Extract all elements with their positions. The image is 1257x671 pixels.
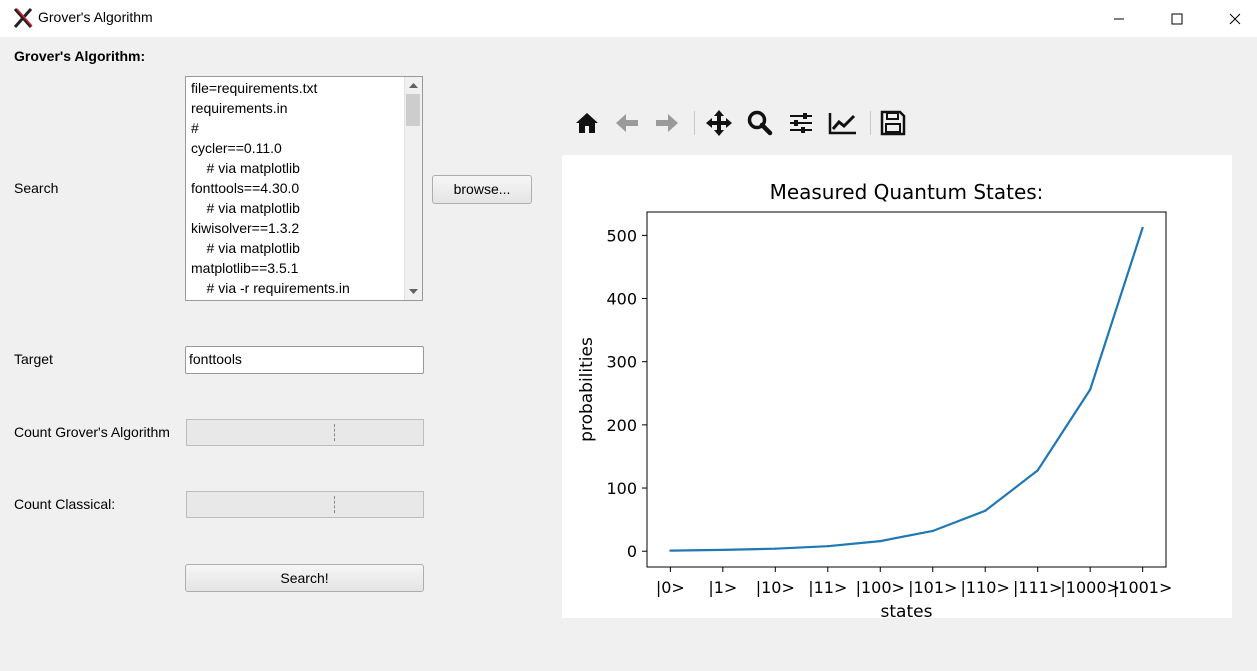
data-point: [826, 545, 829, 548]
scroll-up-button[interactable]: [405, 77, 422, 94]
maximize-button[interactable]: [1148, 0, 1206, 37]
list-item[interactable]: # via -r requirements.in: [191, 280, 350, 296]
count-classical-bar: [186, 491, 424, 518]
chevron-down-icon: [409, 288, 418, 294]
vertical-scrollbar[interactable]: [404, 77, 422, 300]
scroll-down-button[interactable]: [405, 283, 422, 300]
data-point: [1141, 226, 1144, 229]
back-button[interactable]: [610, 105, 644, 141]
x-tick-label: |111>: [1013, 578, 1062, 597]
y-axis-label: probabilities: [577, 337, 597, 442]
x-tick-label: |100>: [856, 578, 905, 597]
configure-subplots-button[interactable]: [784, 105, 818, 141]
data-point: [774, 547, 777, 550]
list-item[interactable]: # via matplotlib: [191, 240, 300, 256]
data-point: [669, 549, 672, 552]
x-tick-label: |101>: [908, 578, 957, 597]
list-item[interactable]: requirements.in: [191, 100, 288, 116]
maximize-icon: [1171, 13, 1183, 24]
y-tick-label: 400: [606, 290, 637, 309]
forward-icon: [656, 114, 678, 132]
y-tick-label: 0: [627, 542, 637, 561]
edit-axis-icon: [828, 113, 856, 135]
close-button[interactable]: [1206, 0, 1257, 37]
data-point: [984, 509, 987, 512]
browse-button[interactable]: browse...: [432, 175, 532, 204]
x-tick-label: |0>: [656, 578, 685, 597]
data-point: [931, 529, 934, 533]
y-tick-label: 500: [606, 226, 637, 245]
chart-title: Measured Quantum States:: [770, 180, 1044, 204]
file-content-list[interactable]: file=requirements.txt requirements.in # cyc…: [185, 76, 423, 301]
y-tick-label: 300: [606, 353, 637, 372]
window-title: Grover's Algorithm: [38, 9, 153, 25]
list-item[interactable]: # via matplotlib: [191, 200, 300, 216]
close-icon: [1229, 13, 1241, 24]
list-item[interactable]: cycler==0.11.0: [191, 140, 282, 156]
x-axis-label: states: [881, 602, 933, 618]
pan-icon: [706, 110, 732, 136]
target-label: Target: [14, 351, 53, 367]
chevron-up-icon: [409, 82, 418, 88]
y-tick-label: 100: [606, 479, 637, 498]
data-point: [879, 540, 882, 543]
zoom-button[interactable]: [743, 105, 777, 141]
list-item[interactable]: fonttools==4.30.0: [191, 180, 300, 196]
data-point: [1089, 388, 1092, 391]
home-button[interactable]: [570, 105, 604, 141]
data-point: [1036, 469, 1039, 472]
x-tick-label: |1000>: [1060, 578, 1120, 597]
pan-button[interactable]: [702, 105, 736, 141]
y-tick-label: 200: [606, 416, 637, 435]
title-bar: Grover's Algorithm: [0, 0, 1257, 37]
configure-subplots-icon: [790, 113, 812, 133]
list-item[interactable]: kiwisolver==1.3.2: [191, 220, 300, 236]
app-icon: [13, 8, 33, 28]
plot-canvas[interactable]: Measured Quantum States: 0 100 200 300 400 500…: [562, 155, 1232, 622]
count-grover-label: Count Grover's Algorithm: [14, 424, 170, 440]
save-icon: [880, 110, 906, 136]
edit-axis-button[interactable]: [826, 105, 860, 141]
list-item[interactable]: file=requirements.txt: [191, 80, 318, 96]
x-tick-label: |1>: [708, 578, 737, 597]
minimize-button[interactable]: [1090, 0, 1148, 37]
data-point: [721, 548, 724, 552]
x-tick-label: |11>: [808, 578, 847, 597]
home-icon: [576, 113, 598, 133]
file-lines: file=requirements.txt requirements.in # cyc…: [191, 78, 405, 298]
back-icon: [616, 114, 638, 132]
series-line: [670, 227, 1144, 552]
form-heading: Grover's Algorithm:: [14, 48, 146, 64]
forward-button[interactable]: [650, 105, 684, 141]
scrollbar-thumb[interactable]: [406, 94, 420, 126]
list-item[interactable]: # via matplotlib: [191, 160, 300, 176]
count-grover-bar: [186, 419, 424, 446]
list-item[interactable]: #: [191, 120, 199, 136]
x-tick-label: |10>: [756, 578, 795, 597]
x-tick-label: |1001>: [1113, 578, 1173, 597]
save-button[interactable]: [876, 105, 910, 141]
search-label: Search: [14, 180, 59, 196]
list-item[interactable]: matplotlib==3.5.1: [191, 260, 299, 276]
search-button[interactable]: Search!: [185, 564, 424, 592]
x-tick-label: |110>: [961, 578, 1010, 597]
zoom-icon: [747, 110, 773, 136]
count-classical-label: Count Classical:: [14, 496, 116, 512]
axes-frame: [646, 211, 1167, 568]
target-input[interactable]: fonttools: [185, 346, 424, 374]
line-chart: Measured Quantum States: 0 100 200 300 400 500…: [577, 180, 1173, 622]
minimize-icon: [1114, 18, 1124, 19]
